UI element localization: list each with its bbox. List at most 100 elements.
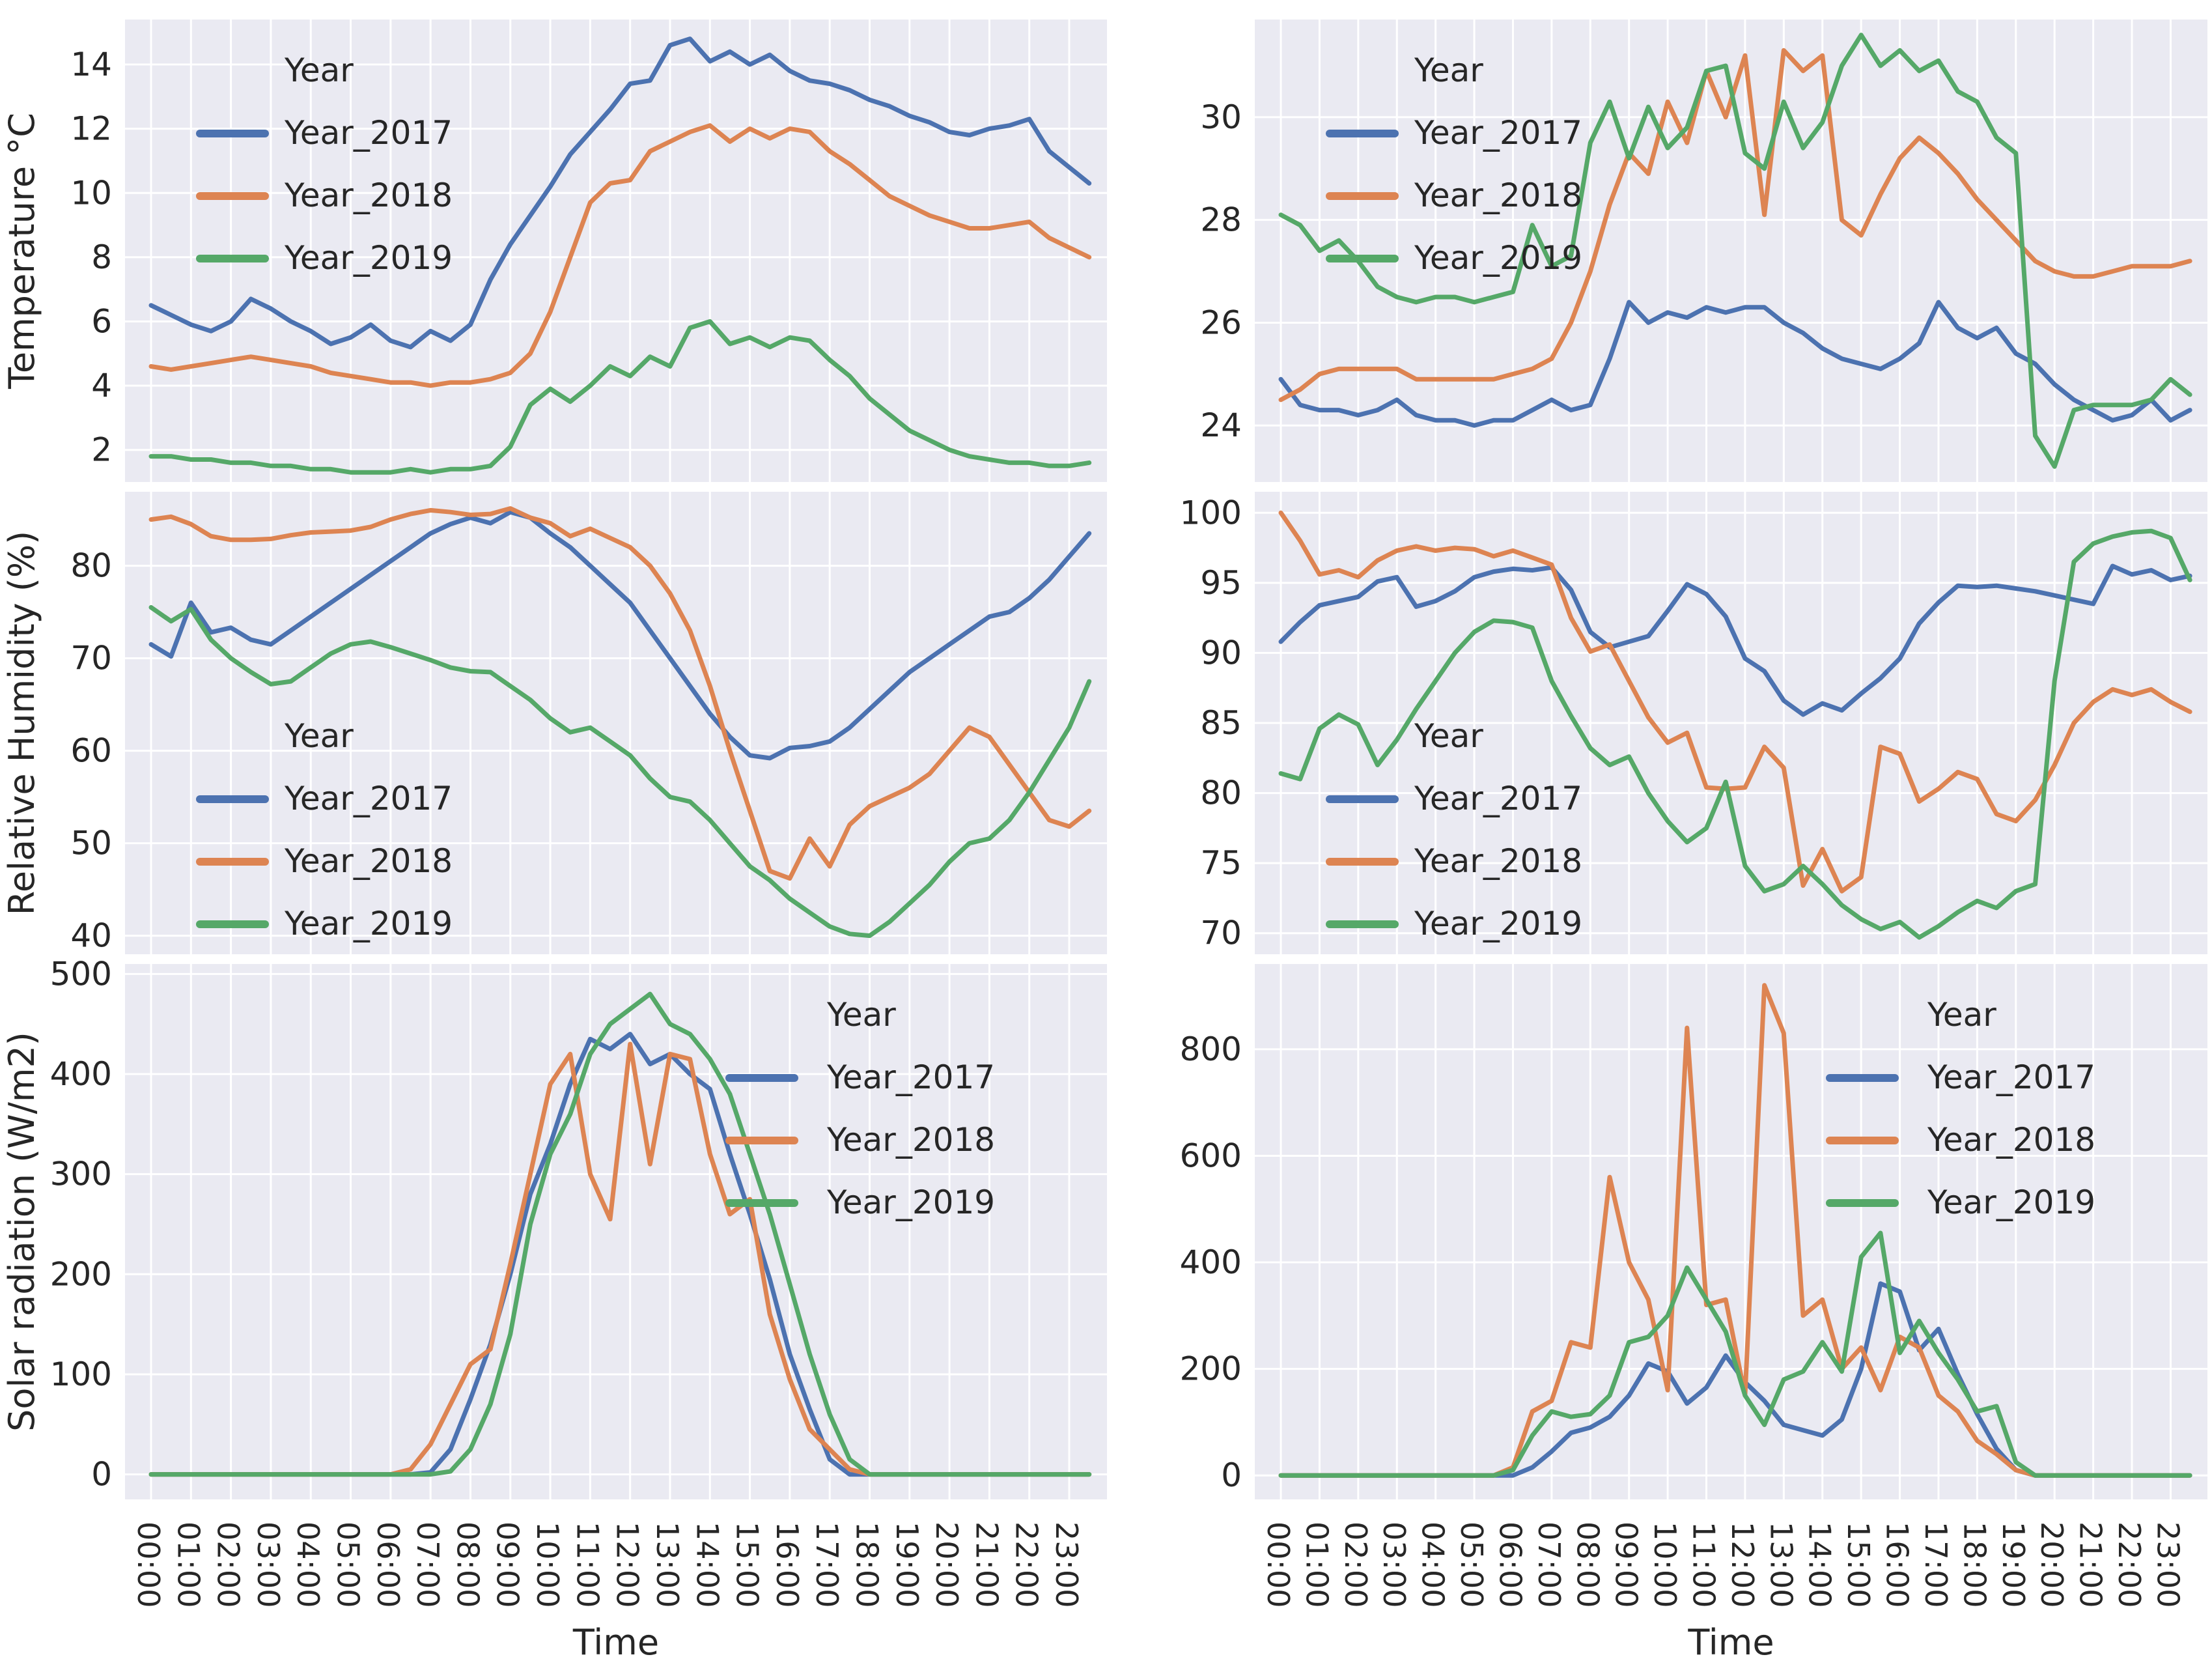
y-tick-label: 26	[1200, 304, 1242, 341]
y-tick-label: 0	[91, 1456, 112, 1494]
chart-temperature-right: 24 26 28 30 Year Year_2017 Year_2018 Year_2019	[1200, 20, 2207, 482]
x-tick-label: 10:00	[530, 1522, 565, 1608]
x-tick-label: 17:00	[809, 1522, 845, 1608]
x-tick-label: 21:00	[969, 1522, 1004, 1608]
x-tick-label: 05:00	[331, 1522, 366, 1608]
x-tick-label: 16:00	[770, 1522, 805, 1608]
chart-solar-left: 0 100 200 300 400 500 Solar radiation (W/m2) 00…	[1, 955, 1107, 1663]
y-tick-label: 70	[1200, 914, 1242, 952]
chart-humidity-right: 707580859095100YearYear_2017Year_2018Yea…	[1180, 492, 2207, 954]
x-tick-label: 04:00	[290, 1522, 326, 1608]
x-tick-label: 23:00	[2150, 1522, 2185, 1608]
series-line-Year_2018	[1278, 510, 2192, 894]
x-tick-label: 07:00	[410, 1522, 445, 1608]
y-tick-label: 100	[50, 1355, 112, 1393]
legend-label-Year_2017: Year_2017	[1927, 1058, 2095, 1096]
x-axis-title: Time	[1687, 1622, 1774, 1663]
x-tick-label: 00:00	[131, 1522, 166, 1608]
legend-label-Year_2019: Year_2019	[284, 239, 453, 277]
y-tick-label: 0	[1221, 1456, 1242, 1494]
x-tick-label: 14:00	[690, 1522, 725, 1608]
x-tick-label: 01:00	[1299, 1522, 1334, 1608]
legend-title: Year	[1414, 717, 1483, 755]
y-axis-title: Temperature °C	[1, 113, 42, 390]
legend-label-Year_2019: Year_2019	[284, 905, 453, 942]
x-tick-label: 16:00	[1880, 1522, 1915, 1608]
x-tick-label: 20:00	[2034, 1522, 2069, 1608]
legend-solar-left: Year Year_2017 Year_2018 Year_2019	[725, 996, 995, 1221]
x-tick-label: 19:00	[889, 1522, 925, 1608]
y-tick-label: 400	[50, 1055, 112, 1093]
plot-area	[125, 964, 1107, 1499]
y-tick-label: 200	[50, 1255, 112, 1293]
legend-label-Year_2017: Year_2017	[1414, 780, 1582, 817]
legend-label-Year_2018: Year_2018	[826, 1121, 995, 1159]
series-line-Year_2019	[148, 605, 1092, 939]
x-tick-label: 13:00	[650, 1522, 685, 1608]
x-tick-label: 04:00	[1416, 1522, 1451, 1608]
x-tick-label: 12:00	[1725, 1522, 1760, 1608]
legend-label-Year_2019: Year_2019	[1414, 905, 1582, 942]
y-tick-label: 2	[91, 431, 112, 469]
legend-label-Year_2017: Year_2017	[826, 1058, 995, 1096]
y-tick-label: 40	[70, 917, 112, 955]
chart-solar-right: 0 200 400 600 800 00:00 01:00 02:00 03:00 04:00 05…	[1180, 964, 2207, 1663]
x-tick-label: 03:00	[251, 1522, 286, 1608]
x-tick-label: 03:00	[1377, 1522, 1412, 1608]
legend-label-Year_2017: Year_2017	[284, 114, 453, 152]
legend-label-Year_2018: Year_2018	[1414, 842, 1582, 880]
x-tick-label: 19:00	[1996, 1522, 2031, 1608]
x-tick-label: 08:00	[450, 1522, 485, 1608]
legend-label-Year_2019: Year_2019	[826, 1183, 995, 1221]
legend-title: Year	[1414, 51, 1483, 89]
series-line-Year_2019	[1278, 528, 2192, 940]
x-tick-label: 18:00	[1957, 1522, 1992, 1608]
y-tick-label: 8	[91, 238, 112, 276]
x-tick-label: 22:00	[2112, 1522, 2147, 1608]
legend-label-Year_2018: Year_2018	[1414, 177, 1582, 214]
x-tick-label: 12:00	[610, 1522, 645, 1608]
x-tick-label: 11:00	[570, 1522, 605, 1608]
series-line-Year_2017	[148, 509, 1092, 761]
y-tick-label: 85	[1200, 704, 1242, 742]
legend-label-Year_2017: Year_2017	[284, 780, 453, 817]
y-tick-label: 12	[70, 110, 112, 148]
legend-title: Year	[284, 51, 354, 89]
y-tick-label: 400	[1180, 1243, 1242, 1281]
y-tick-label: 100	[1180, 494, 1242, 531]
legend-label-Year_2017: Year_2017	[1414, 114, 1582, 152]
x-tick-label: 23:00	[1049, 1522, 1084, 1608]
x-tick-label: 14:00	[1802, 1522, 1838, 1608]
legend-title: Year	[1927, 996, 1996, 1034]
x-axis-title: Time	[572, 1622, 659, 1663]
series-line-Year_2018	[1278, 48, 2192, 403]
legend-label-Year_2018: Year_2018	[284, 842, 453, 880]
x-tick-label: 21:00	[2073, 1522, 2108, 1608]
x-tick-label: 02:00	[1338, 1522, 1373, 1608]
legend-solar-right: Year Year_2017 Year_2018 Year_2019	[1826, 996, 2095, 1221]
series-line-Year_2017	[1278, 563, 2192, 717]
series-line-Year_2018	[148, 123, 1092, 388]
x-tick-label: 15:00	[1841, 1522, 1876, 1608]
y-tick-label: 14	[70, 46, 112, 83]
legend-label-Year_2019: Year_2019	[1927, 1183, 2095, 1221]
y-tick-label: 75	[1200, 844, 1242, 882]
x-tick-label: 02:00	[211, 1522, 246, 1608]
series-line-Year_2017	[148, 36, 1092, 350]
x-tick-label: 17:00	[1918, 1522, 1953, 1608]
x-tick-label: 09:00	[1609, 1522, 1644, 1608]
x-tick-label: 10:00	[1647, 1522, 1683, 1608]
legend-label-Year_2019: Year_2019	[1414, 239, 1582, 277]
x-tick-label: 07:00	[1532, 1522, 1567, 1608]
y-tick-label: 90	[1200, 634, 1242, 672]
legend-title: Year	[284, 717, 354, 755]
y-tick-label: 300	[50, 1155, 112, 1193]
y-tick-label: 4	[91, 367, 112, 404]
series-line-Year_2019	[1278, 1230, 2192, 1478]
x-tick-label: 06:00	[371, 1522, 406, 1608]
y-tick-label: 6	[91, 302, 112, 340]
legend-temperature-right: Year Year_2017 Year_2018 Year_2019	[1326, 51, 1582, 277]
